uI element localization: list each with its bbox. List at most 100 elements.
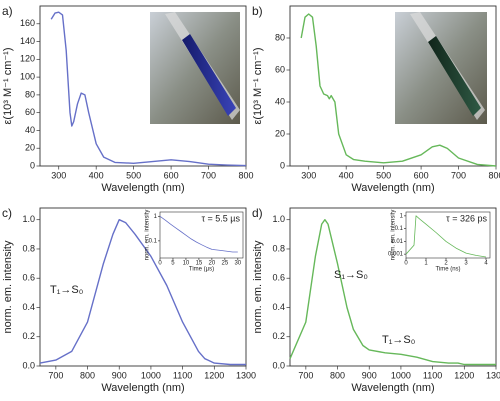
panel-label: b)	[252, 4, 263, 18]
x-tick-label: 400	[89, 170, 104, 180]
y-axis-label: norm. em. intensity	[252, 240, 264, 333]
x-tick-label: 900	[112, 370, 127, 380]
inset-annotation: τ = 326 ps	[446, 213, 487, 223]
x-tick-label: 0	[158, 261, 162, 267]
x-tick-label: 1300	[236, 370, 256, 380]
y-tick-label: 0.4	[272, 302, 285, 312]
x-tick-label: 25	[222, 261, 229, 267]
data-line	[39, 219, 246, 366]
photo-a	[150, 12, 240, 124]
plot-frame	[159, 211, 244, 259]
plot-frame	[39, 207, 247, 367]
panel-label: a)	[2, 4, 13, 18]
y-tick-label: 120	[20, 54, 35, 64]
x-tick-label: 300	[51, 170, 66, 180]
y-tick-label: 40	[275, 96, 285, 106]
x-tick-label: 1300	[486, 370, 500, 380]
x-axis-label: Wavelength (nm)	[351, 382, 434, 394]
x-tick-label: 1100	[423, 370, 442, 380]
y-tick-label: 100	[20, 71, 35, 81]
y-axis-label: norm. em. intensity	[2, 240, 14, 333]
x-tick-label: 500	[126, 170, 141, 180]
y-tick-label: 1.0	[22, 214, 35, 224]
x-tick-label: 30	[234, 261, 241, 267]
y-tick-label: 1	[400, 213, 404, 219]
plot-frame	[289, 207, 497, 367]
x-tick-label: 700	[451, 170, 466, 180]
x-tick-label: 10	[183, 261, 190, 267]
x-tick-label: 700	[201, 170, 216, 180]
data-line	[405, 215, 487, 258]
x-tick-label: 700	[48, 370, 63, 380]
y-tick-label: 20	[275, 128, 285, 138]
panel-label: c)	[2, 206, 12, 220]
annotation: S₁→S₀	[334, 269, 368, 281]
y-axis-label: norm. em. intensity	[145, 210, 151, 261]
x-tick-label: 0	[404, 261, 408, 267]
y-axis-label: norm. em. intensity	[391, 210, 397, 261]
x-tick-label: 600	[164, 170, 179, 180]
y-tick-label: 0	[280, 160, 285, 170]
x-tick-label: 15	[196, 261, 203, 267]
y-tick-label: 0.2	[272, 331, 285, 341]
y-tick-label: 0.8	[272, 243, 285, 253]
y-tick-label: 20	[25, 143, 35, 153]
y-tick-label: 40	[25, 125, 35, 135]
plot-frame	[289, 5, 497, 167]
panel-label: d)	[252, 206, 263, 220]
x-tick-label: 4	[484, 261, 488, 267]
x-tick-label: 5	[171, 261, 175, 267]
y-tick-label: 0.4	[22, 302, 35, 312]
x-tick-label: 800	[330, 370, 345, 380]
y-tick-label: 140	[20, 36, 35, 46]
y-tick-label: 60	[275, 64, 285, 74]
x-tick-label: 600	[414, 170, 429, 180]
x-tick-label: 300	[301, 170, 316, 180]
annotation: T₁→S₀	[50, 284, 83, 296]
data-line	[300, 13, 497, 167]
y-tick-label: 0.8	[22, 243, 35, 253]
y-tick-label: 1	[154, 214, 158, 220]
x-tick-label: 2	[444, 261, 448, 267]
y-tick-label: 1.0	[272, 214, 285, 224]
y-axis-label: ε(10³ M⁻¹ cm⁻¹)	[252, 47, 264, 124]
y-axis-label: ε(10³ M⁻¹ cm⁻¹)	[2, 47, 14, 124]
y-tick-label: 0.01	[391, 239, 403, 245]
x-tick-label: 400	[339, 170, 354, 180]
y-tick-label: 160	[20, 18, 35, 28]
y-tick-label: 0.0	[272, 360, 285, 370]
x-axis-label: Time (µs)	[189, 267, 214, 273]
y-tick-label: 0.1	[395, 226, 404, 232]
x-axis-label: Wavelength (nm)	[101, 182, 184, 194]
x-tick-label: 1000	[141, 370, 161, 380]
y-tick-label: 0.6	[272, 273, 285, 283]
x-axis-label: Wavelength (nm)	[101, 382, 184, 394]
data-line	[159, 215, 238, 253]
x-tick-label: 800	[238, 170, 253, 180]
x-tick-label: 800	[80, 370, 95, 380]
x-tick-label: 3	[464, 261, 468, 267]
y-tick-label: 0.6	[22, 273, 35, 283]
x-tick-label: 1200	[454, 370, 474, 380]
x-tick-label: 1000	[391, 370, 411, 380]
plot-frame	[39, 5, 247, 167]
data-line	[50, 11, 247, 167]
x-axis-label: Wavelength (nm)	[351, 182, 434, 194]
x-tick-label: 20	[209, 261, 216, 267]
y-tick-label: 80	[25, 89, 35, 99]
data-line	[289, 219, 496, 366]
y-tick-label: 80	[275, 32, 285, 42]
x-tick-label: 500	[376, 170, 391, 180]
y-tick-label: 0.1	[149, 238, 158, 244]
x-tick-label: 1	[424, 261, 428, 267]
x-tick-label: 800	[488, 170, 500, 180]
y-tick-label: 0.2	[22, 331, 35, 341]
y-tick-label: 0	[30, 160, 35, 170]
annotation: T₁→S₀	[382, 334, 415, 346]
x-tick-label: 700	[298, 370, 313, 380]
x-tick-label: 1100	[173, 370, 192, 380]
y-tick-label: 0.0	[22, 360, 35, 370]
inset-annotation: τ = 5.5 µs	[201, 213, 240, 223]
photo-b	[395, 12, 487, 124]
